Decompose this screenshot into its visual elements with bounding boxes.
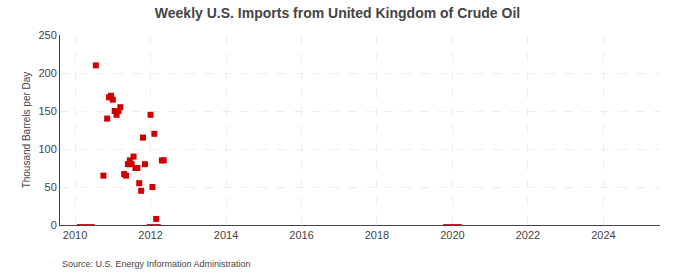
svg-text:250: 250 — [38, 29, 56, 41]
svg-text:Thousand Barrels per Day: Thousand Barrels per Day — [21, 72, 32, 189]
svg-text:2012: 2012 — [138, 229, 162, 241]
svg-text:2014: 2014 — [214, 229, 238, 241]
svg-text:Source: U.S. Energy Informatio: Source: U.S. Energy Information Administ… — [62, 259, 251, 269]
svg-text:150: 150 — [38, 105, 56, 117]
svg-text:2022: 2022 — [516, 229, 540, 241]
svg-text:Weekly U.S. Imports from Unite: Weekly U.S. Imports from United Kingdom … — [155, 5, 520, 21]
svg-text:100: 100 — [38, 143, 56, 155]
svg-text:2018: 2018 — [365, 229, 389, 241]
svg-text:2020: 2020 — [440, 229, 464, 241]
svg-text:50: 50 — [45, 181, 57, 193]
svg-text:2024: 2024 — [591, 229, 615, 241]
svg-text:2016: 2016 — [289, 229, 313, 241]
svg-text:0: 0 — [51, 219, 57, 231]
svg-text:2010: 2010 — [63, 229, 87, 241]
svg-text:200: 200 — [38, 67, 56, 79]
